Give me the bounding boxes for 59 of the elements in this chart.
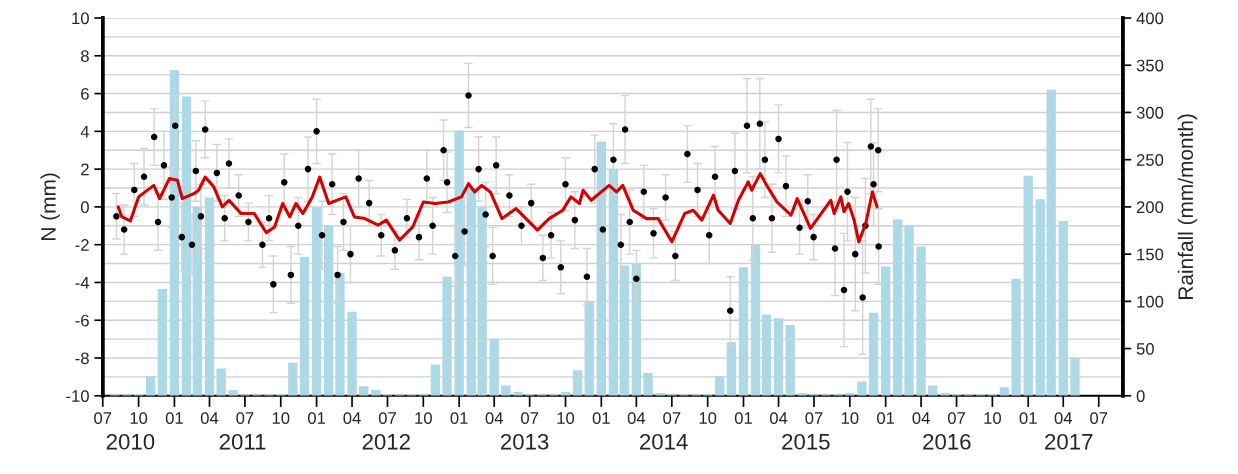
y-tick-label: -10 — [66, 390, 89, 402]
x-tick-label: 07 — [521, 412, 539, 424]
x-tick-label: 07 — [94, 412, 112, 424]
y2-tick-label: 250 — [1136, 154, 1164, 166]
y-tick-label: -2 — [75, 239, 89, 251]
y-tick-label: 2 — [81, 163, 89, 176]
x-tick-label: 07 — [663, 412, 681, 424]
x-tick-label: 04 — [627, 412, 646, 424]
y2-tick-label: 0 — [1136, 390, 1145, 402]
x2-tick-label: 2017 — [1045, 433, 1093, 450]
y2-tick-label: 200 — [1136, 201, 1164, 214]
y-tick-label: 0 — [80, 201, 89, 214]
x2-tick-label: 2012 — [362, 433, 410, 450]
x-tick-label: 07 — [378, 412, 396, 424]
y2-tick-label: 50 — [1136, 342, 1154, 355]
x2-tick-label: 2016 — [923, 433, 971, 450]
y-tick-label: 4 — [80, 125, 90, 138]
y-tick-label: -6 — [75, 314, 89, 327]
x2-tick-label: 2011 — [219, 433, 266, 450]
y2-tick-label: 400 — [1136, 12, 1164, 25]
x-tick-label: 04 — [1054, 412, 1073, 424]
x-tick-label: 04 — [912, 412, 930, 424]
y-tick-label: -8 — [75, 352, 89, 365]
x-tick-label: 07 — [1090, 412, 1108, 424]
x2-tick-label: 2013 — [500, 433, 549, 450]
y-tick-label: 8 — [81, 50, 89, 62]
y2-tick-label: 150 — [1137, 248, 1164, 261]
x-tick-label: 01 — [877, 412, 895, 424]
x-tick-label: 01 — [734, 412, 752, 424]
y-axis-title: N (mm) — [40, 173, 60, 240]
x-tick-label: 01 — [307, 412, 326, 424]
x-tick-label: 10 — [984, 412, 1001, 424]
x-tick-label: 10 — [130, 412, 148, 424]
y-tick-label: 6 — [81, 87, 89, 100]
x-tick-label: 07 — [236, 412, 254, 424]
x-tick-label: 10 — [415, 412, 432, 424]
y2-axis-title: Rainfall (mm/month) — [1177, 114, 1198, 299]
x-tick-label: 10 — [272, 412, 290, 424]
x-tick-label: 04 — [769, 412, 788, 424]
x-tick-label: 10 — [841, 412, 859, 424]
x-tick-label: 01 — [1019, 412, 1037, 424]
x-tick-label: 04 — [343, 412, 361, 424]
x2-tick-label: 2015 — [782, 433, 830, 450]
x-tick-label: 04 — [200, 412, 219, 424]
y2-tick-label: 350 — [1136, 59, 1164, 72]
x-tick-label: 01 — [450, 412, 468, 424]
x2-tick-label: 2010 — [106, 433, 155, 450]
y2-tick-label: 100 — [1137, 295, 1164, 308]
x-tick-label: 04 — [485, 412, 503, 424]
x-tick-label: 10 — [557, 412, 575, 424]
y2-tick-label: 300 — [1136, 106, 1164, 119]
x-tick-label: 07 — [947, 412, 965, 424]
x2-tick-label: 2014 — [640, 433, 688, 450]
x-tick-label: 01 — [592, 412, 610, 424]
y-tick-label: 10 — [72, 12, 89, 25]
x-tick-label: 07 — [805, 412, 823, 424]
x-tick-label: 10 — [699, 412, 717, 424]
x-tick-label: 01 — [165, 412, 183, 424]
y-tick-label: -4 — [75, 277, 90, 289]
